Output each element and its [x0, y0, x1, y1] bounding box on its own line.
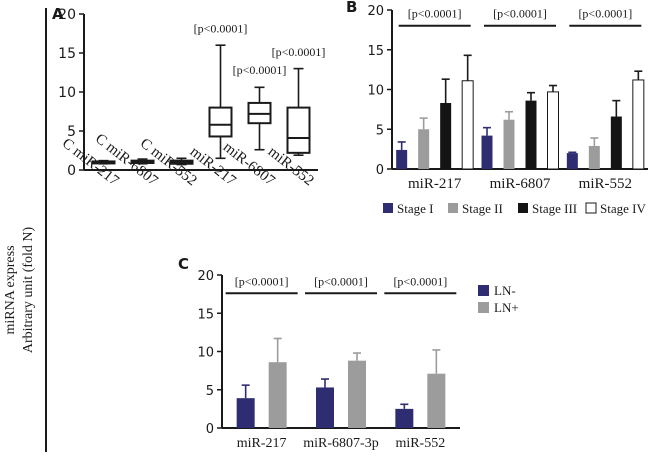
panel-b-bar-chart: 0 5 10 15 20 miR-217 miR-6807 miR-552 [p<0.0001]… [367, 4, 648, 192]
panel-b-letter: B [346, 0, 357, 16]
panel-b-x-label: miR-552 [579, 176, 632, 192]
panel-c-pvalue-label: [p<0.0001] [314, 274, 368, 288]
panel-c-legend-label: LN+ [494, 300, 519, 315]
panel-b-pvalue-label: [p<0.0001] [408, 7, 462, 21]
panel-b-legend-swatch [585, 202, 597, 214]
panel-c-pvalue-label: [p<0.0001] [235, 274, 289, 288]
panel-a-box-iqr [286, 106, 311, 154]
panel-a-y-tick-label: 5 [67, 124, 76, 140]
panel-b-legend: Stage I Stage II Stage III Stage IV [383, 201, 646, 216]
panel-c-x-label: miR-6807-3p [303, 436, 378, 451]
panel-b-legend-swatch [383, 203, 393, 213]
panel-a-letter: A [52, 5, 64, 23]
panel-b-bar [566, 153, 578, 169]
panel-a-pvalue-label: [p<0.0001] [272, 45, 326, 59]
panel-c-bar-chart: 0 5 10 15 20 miR-217 miR-6807-3p miR-552 [p<0.00… [197, 269, 460, 451]
panel-c-letter: C [178, 255, 189, 273]
panel-b-x-label: miR-217 [408, 176, 462, 192]
panel-b-bar [396, 149, 408, 169]
panel-a-y-tick-label: 20 [58, 7, 76, 23]
panel-b-y-tick-label: 0 [376, 163, 384, 178]
panel-c-y-tick-label: 5 [206, 384, 214, 399]
panel-c-y-tick-label: 20 [197, 269, 214, 284]
panel-b-bar [440, 103, 452, 169]
panel-c-pvalue-label: [p<0.0001] [393, 274, 447, 288]
ylabel-line1: miRNA express [3, 245, 18, 334]
panel-b-bar [461, 80, 474, 170]
panel-a-box-5 [286, 67, 311, 156]
panel-c-legend-label: LN- [494, 283, 516, 298]
panel-a-box-1 [130, 158, 155, 165]
panel-b-y-tick-label: 10 [367, 84, 384, 99]
panel-c-bar [427, 373, 446, 428]
panel-c-bar [348, 360, 366, 428]
panel-b-x-label: miR-6807 [490, 176, 551, 192]
panel-c-bar [395, 408, 414, 428]
panel-b-pvalue-label: [p<0.0001] [493, 7, 547, 21]
panel-c-legend: LN- LN+ [478, 283, 519, 315]
panel-c-legend-swatch [478, 285, 489, 296]
panel-c-y-tick-label: 10 [197, 346, 214, 361]
panel-b-legend-swatch [518, 203, 528, 213]
panel-b-bar [588, 145, 600, 169]
panel-c-x-label: miR-552 [395, 436, 445, 451]
panel-a-pvalue-label: [p<0.0001] [233, 63, 287, 77]
shared-ylabel: miRNA express Arbitrary unit (fold N) [3, 226, 36, 353]
panel-b-legend-label: Stage III [532, 201, 577, 216]
panel-b-legend-label: Stage II [462, 201, 503, 216]
ylabel-line2: Arbitrary unit (fold N) [21, 226, 36, 353]
panel-b-legend-label: Stage I [397, 201, 433, 216]
panel-b-bar [418, 129, 430, 169]
panel-b-y-tick-label: 20 [367, 4, 384, 19]
panel-a-y-tick-label: 10 [58, 85, 76, 101]
panel-b-legend-swatch [448, 203, 458, 213]
panel-b-bar [481, 135, 493, 169]
panel-a-pvalue-label: [p<0.0001] [194, 22, 248, 36]
panel-c-x-label: miR-217 [237, 436, 287, 451]
panel-b-bar [610, 116, 622, 169]
panel-c-y-tick-label: 15 [197, 307, 214, 322]
panel-b-y-tick-label: 15 [367, 44, 384, 59]
panel-a-y-tick-label: 15 [58, 46, 76, 62]
panel-a-box-4 [247, 86, 272, 151]
panel-b-bar [503, 119, 515, 169]
panel-c-bar [268, 362, 287, 428]
panel-b-y-tick-label: 5 [376, 123, 384, 138]
panel-a-box-0 [91, 159, 116, 165]
panel-c-legend-swatch [478, 302, 489, 313]
panel-b-bar [547, 91, 559, 170]
panel-b-legend-label: Stage IV [600, 201, 646, 216]
panel-a-box-iqr [208, 106, 233, 138]
panel-b-bar [632, 79, 645, 170]
panel-c-bar [236, 398, 255, 428]
panel-a-box-3 [208, 44, 233, 160]
panel-c-y-tick-label: 0 [206, 422, 214, 437]
panel-a-y-tick-label: 0 [67, 163, 76, 179]
panel-b-bar [525, 100, 537, 169]
panel-c-bar [316, 387, 334, 428]
panel-a-box-2 [169, 157, 194, 166]
panel-b-pvalue-label: [p<0.0001] [578, 7, 632, 21]
